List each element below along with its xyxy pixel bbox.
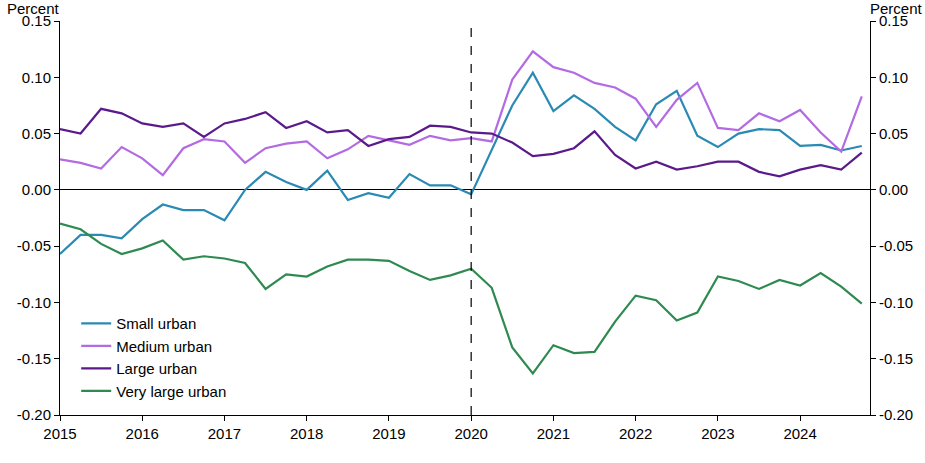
svg-text:Percent: Percent xyxy=(870,0,923,17)
svg-text:-0.15: -0.15 xyxy=(879,350,913,367)
svg-text:2015: 2015 xyxy=(43,425,76,442)
svg-text:-0.20: -0.20 xyxy=(879,406,913,423)
svg-text:2017: 2017 xyxy=(208,425,241,442)
svg-text:2016: 2016 xyxy=(126,425,159,442)
svg-text:0.05: 0.05 xyxy=(879,125,908,142)
svg-text:Percent: Percent xyxy=(7,0,60,17)
svg-text:-0.10: -0.10 xyxy=(879,294,913,311)
svg-text:0.00: 0.00 xyxy=(879,181,908,198)
svg-text:0.00: 0.00 xyxy=(22,181,51,198)
svg-text:Large urban: Large urban xyxy=(116,360,197,377)
svg-text:2020: 2020 xyxy=(454,425,487,442)
svg-text:-0.05: -0.05 xyxy=(879,237,913,254)
svg-text:2022: 2022 xyxy=(619,425,652,442)
svg-text:0.15: 0.15 xyxy=(22,12,51,29)
svg-text:0.10: 0.10 xyxy=(879,69,908,86)
svg-text:2023: 2023 xyxy=(701,425,734,442)
svg-text:Very large urban: Very large urban xyxy=(116,383,226,400)
svg-text:2021: 2021 xyxy=(537,425,570,442)
svg-text:2019: 2019 xyxy=(372,425,405,442)
svg-text:-0.15: -0.15 xyxy=(17,350,51,367)
svg-text:0.15: 0.15 xyxy=(879,12,908,29)
svg-text:-0.10: -0.10 xyxy=(17,294,51,311)
svg-text:0.05: 0.05 xyxy=(22,125,51,142)
svg-text:Medium urban: Medium urban xyxy=(116,338,212,355)
svg-text:-0.05: -0.05 xyxy=(17,237,51,254)
svg-text:0.10: 0.10 xyxy=(22,69,51,86)
svg-text:2018: 2018 xyxy=(290,425,323,442)
svg-text:-0.20: -0.20 xyxy=(17,406,51,423)
svg-text:Small urban: Small urban xyxy=(116,315,196,332)
svg-text:2024: 2024 xyxy=(783,425,816,442)
